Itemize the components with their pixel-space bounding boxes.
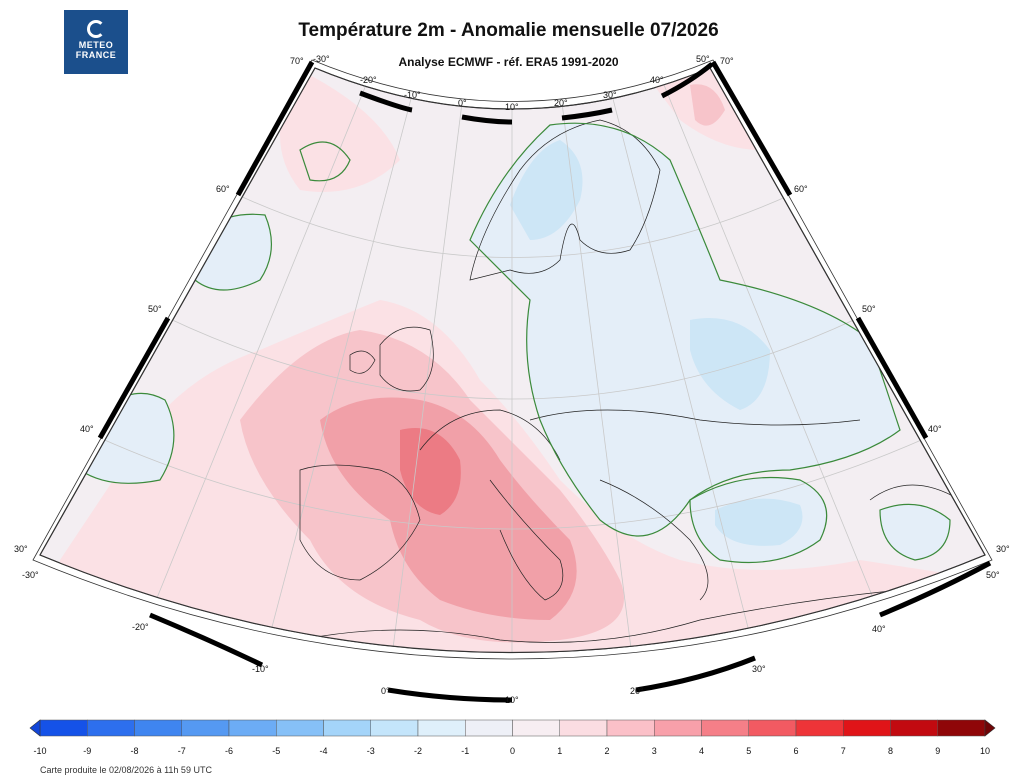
colorbar-tick-label: -4: [319, 746, 327, 756]
graticule-lines: [99, 79, 927, 653]
colorbar-tick-label: 9: [935, 746, 940, 756]
colorbar-tick-label: -3: [367, 746, 375, 756]
colorbar-cell: [276, 719, 324, 737]
lon-label-bottom: 40°: [872, 624, 886, 634]
lon-label-bottom: 20°: [630, 686, 644, 696]
anomaly-zone-neg1-caucasus: [880, 504, 950, 560]
logo-text-line2: FRANCE: [75, 50, 117, 60]
colorbar-cell: [134, 719, 182, 737]
lon-label-top: -30°: [313, 54, 330, 64]
anomaly-zone-neg1-atlantic-south: [80, 393, 174, 484]
lat-label-left: 70°: [290, 56, 304, 66]
lat-label-left: 50°: [148, 304, 162, 314]
lat-label-right: 60°: [794, 184, 808, 194]
colorbar-tick-label: 1: [557, 746, 562, 756]
colorbar-tick-label: 10: [980, 746, 990, 756]
colorbar-arrow-left: [29, 719, 41, 737]
meteo-france-logo: METEO FRANCE: [64, 10, 128, 74]
lon-label-bottom: -20°: [132, 622, 149, 632]
colorbar-cell: [370, 719, 419, 737]
colorbar-cells: [39, 719, 986, 737]
colorbar-tick-label: 2: [604, 746, 609, 756]
map-title: Température 2m - Anomalie mensuelle 07/2…: [298, 20, 719, 41]
lat-label-right: 40°: [928, 424, 942, 434]
map-frame-outer: [32, 59, 993, 660]
lon-label-bottom: 0°: [381, 686, 390, 696]
lon-label-top: 50°: [696, 54, 710, 64]
lon-label-top: 10°: [505, 102, 519, 112]
meteo-france-logo-icon: [87, 20, 105, 38]
colorbar-cell: [87, 719, 135, 737]
anomaly-zone-pos2-northeast: [690, 84, 725, 126]
colorbar: -10 -9 -8 -7 -6 -5 -4 -3 -2 -1 0 1 2 3 4 5 6 7 8 9 10: [29, 719, 996, 756]
anomaly-zone-neg2-scandinavia: [510, 140, 583, 240]
lat-label-right: 50°: [862, 304, 876, 314]
colorbar-cell: [323, 719, 371, 737]
corner-label-right: 50°: [986, 570, 1000, 580]
colorbar-cell: [748, 719, 797, 737]
colorbar-cell: [701, 719, 749, 737]
colorbar-tick-label: 3: [652, 746, 657, 756]
lon-label-top: 30°: [603, 90, 617, 100]
lat-label-left: 30°: [14, 544, 28, 554]
lat-label-right: 30°: [996, 544, 1010, 554]
colorbar-tick-label: -10: [33, 746, 46, 756]
anomaly-zone-neg2-balkans: [715, 498, 803, 546]
colorbar-tick-label: 0: [510, 746, 515, 756]
footer-timestamp: Carte produite le 02/08/2026 à 11h 59 UT…: [40, 765, 212, 775]
colorbar-cell: [228, 719, 277, 737]
colorbar-tick-label: 6: [793, 746, 798, 756]
colorbar-cell: [937, 719, 986, 737]
colorbar-cell: [465, 719, 513, 737]
colorbar-cell: [890, 719, 938, 737]
colorbar-tick-label: -7: [178, 746, 186, 756]
colorbar-cell: [654, 719, 702, 737]
anomaly-map: -30° -20° -10° 0° 10° 20° 30° 40° 50° 70…: [14, 54, 1010, 705]
lon-label-bottom: 10°: [505, 695, 519, 705]
anomaly-zone-pos4-france: [400, 428, 461, 515]
lon-label-top: 20°: [554, 98, 568, 108]
lon-label-bottom: -10°: [252, 664, 269, 674]
colorbar-tick-label: -5: [272, 746, 280, 756]
anomaly-zone-neg1-atlantic-north: [195, 214, 272, 290]
colorbar-tick-label: -9: [83, 746, 91, 756]
lon-label-top: -20°: [360, 75, 377, 85]
colorbar-cell: [795, 719, 844, 737]
lat-label-left: 60°: [216, 184, 230, 194]
colorbar-tick-label: -1: [461, 746, 469, 756]
coastlines: [299, 119, 961, 643]
colorbar-tick-label: -2: [414, 746, 422, 756]
anomaly-zone-neg2-east: [690, 318, 770, 410]
map-frame: [39, 67, 986, 654]
colorbar-tick-label: 7: [841, 746, 846, 756]
colorbar-cell: [417, 719, 466, 737]
colorbar-cell: [843, 719, 891, 737]
lon-label-top: 0°: [458, 98, 467, 108]
lon-label-top: 40°: [650, 75, 664, 85]
colorbar-cell: [559, 719, 608, 737]
colorbar-tick-labels: -10 -9 -8 -7 -6 -5 -4 -3 -2 -1 0 1 2 3 4 5 6 7 8 9 10: [33, 746, 990, 756]
colorbar-tick-label: 5: [746, 746, 751, 756]
lon-label-bottom: 30°: [752, 664, 766, 674]
graticule-labels: -30° -20° -10° 0° 10° 20° 30° 40° 50° 70…: [14, 54, 1010, 705]
colorbar-tick-label: -6: [225, 746, 233, 756]
lat-label-right: 70°: [720, 56, 734, 66]
anomaly-fields: [40, 68, 985, 653]
lat-label-left: 40°: [80, 424, 94, 434]
colorbar-cell: [39, 719, 88, 737]
logo-text-line1: METEO: [78, 40, 114, 50]
colorbar-cell: [181, 719, 230, 737]
colorbar-cell: [606, 719, 655, 737]
colorbar-tick-label: 4: [699, 746, 704, 756]
anomaly-zone-pos3-france-med: [320, 397, 577, 620]
corner-label-left: -30°: [22, 570, 39, 580]
map-subtitle: Analyse ECMWF - réf. ERA5 1991-2020: [398, 55, 619, 69]
colorbar-tick-label: 8: [888, 746, 893, 756]
border-ticks: [97, 60, 992, 703]
colorbar-arrow-right: [984, 719, 996, 737]
anomaly-zone-pos1-northwest: [280, 70, 400, 192]
lon-label-top: -10°: [404, 90, 421, 100]
colorbar-tick-label: -8: [130, 746, 138, 756]
colorbar-cell: [512, 719, 560, 737]
